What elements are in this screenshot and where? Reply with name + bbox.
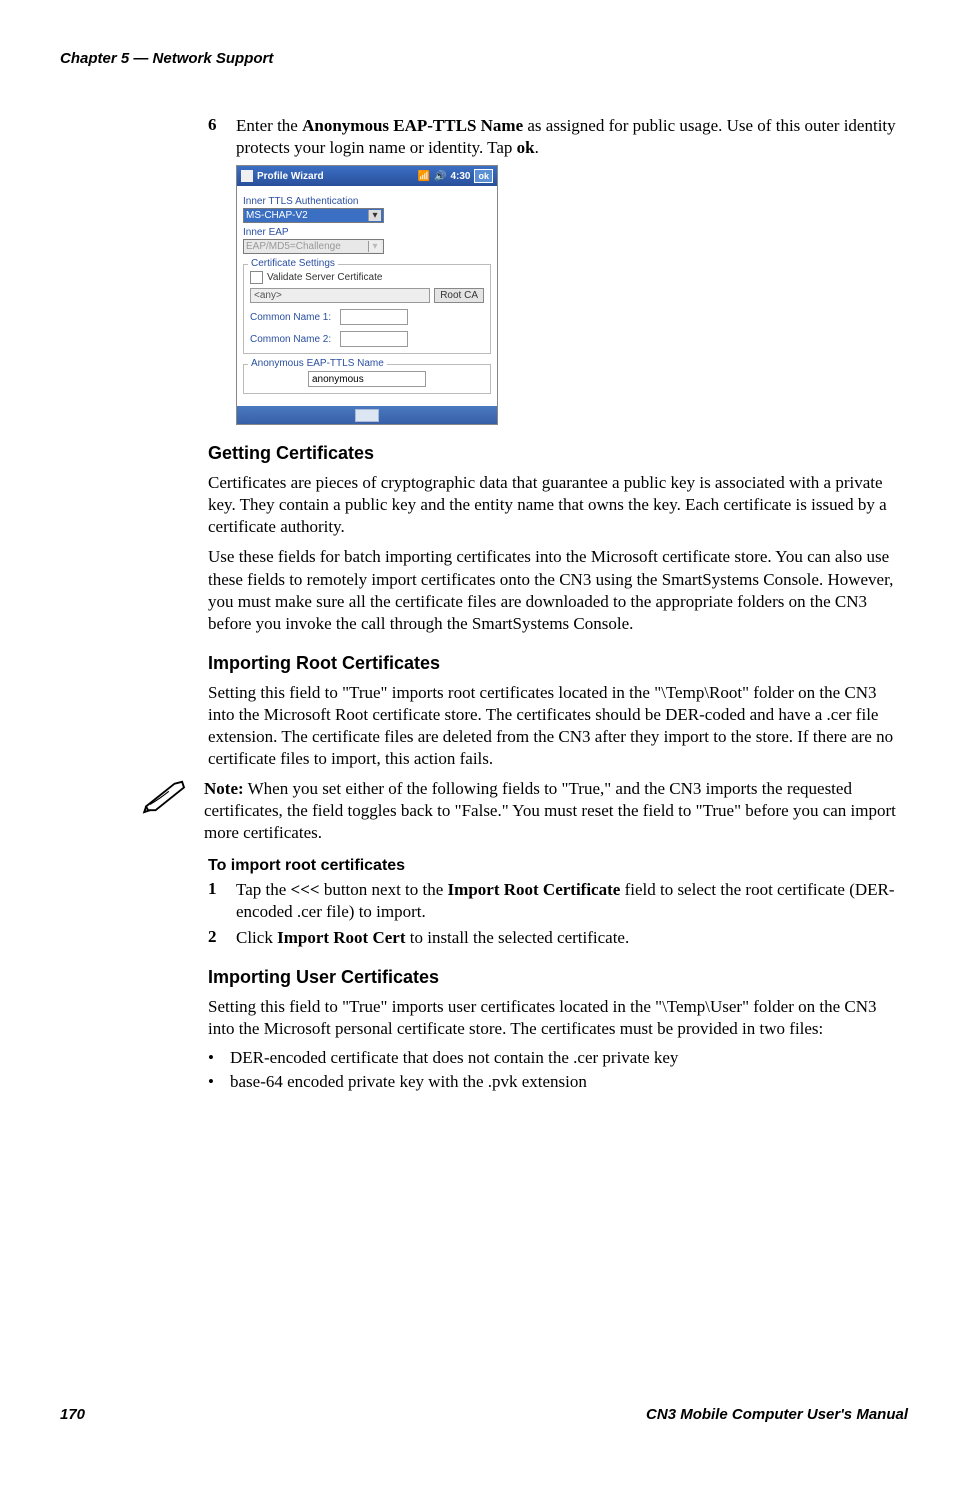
paragraph: Use these fields for batch importing cer… [208, 546, 900, 634]
inner-eap-select: EAP/MD5=Challenge ▾ [243, 239, 384, 254]
note: Note: When you set either of the followi… [142, 778, 900, 844]
bullet-dot: • [208, 1072, 222, 1092]
anon-legend: Anonymous EAP-TTLS Name [248, 358, 387, 369]
cn1-label: Common Name 1: [250, 312, 336, 323]
inner-ttls-value: MS-CHAP-V2 [246, 210, 308, 221]
clock-text: 4:30 [450, 171, 470, 182]
page-footer: 170 CN3 Mobile Computer User's Manual [60, 1406, 908, 1423]
chevron-down-icon: ▾ [368, 241, 381, 252]
step-body: Click Import Root Cert to install the se… [236, 927, 629, 949]
text: to install the selected certificate. [406, 928, 630, 947]
inner-ttls-label: Inner TTLS Authentication [243, 196, 491, 207]
root-ca-button[interactable]: Root CA [434, 288, 484, 303]
cn2-label: Common Name 2: [250, 334, 336, 345]
inner-eap-value: EAP/MD5=Challenge [246, 241, 341, 252]
text: Enter the [236, 116, 302, 135]
page-number: 170 [60, 1406, 85, 1423]
validate-checkbox[interactable] [250, 271, 263, 284]
text: . [535, 138, 539, 157]
paragraph: Certificates are pieces of cryptographic… [208, 472, 900, 538]
bullet-text: DER-encoded certificate that does not co… [230, 1048, 678, 1068]
text-bold: Import Root Certificate [448, 880, 621, 899]
text: button next to the [320, 880, 448, 899]
cert-legend: Certificate Settings [248, 258, 338, 269]
anon-input[interactable] [308, 371, 426, 387]
signal-icon: 📶 [418, 171, 430, 182]
bullet-item: • base-64 encoded private key with the .… [208, 1072, 900, 1092]
cn1-input[interactable] [340, 309, 408, 325]
step-2: 2 Click Import Root Cert to install the … [208, 927, 900, 949]
text: Click [236, 928, 277, 947]
chapter-header: Chapter 5 — Network Support [60, 50, 908, 67]
step-number: 1 [208, 879, 224, 923]
certificate-settings-fieldset: Certificate Settings Validate Server Cer… [243, 264, 491, 354]
speaker-icon: 🔊 [434, 171, 446, 182]
heading-getting-certificates: Getting Certificates [208, 443, 900, 464]
heading-importing-user: Importing User Certificates [208, 967, 900, 988]
bullet-item: • DER-encoded certificate that does not … [208, 1048, 900, 1068]
manual-title: CN3 Mobile Computer User's Manual [646, 1406, 908, 1423]
step-1: 1 Tap the <<< button next to the Import … [208, 879, 900, 923]
note-text: Note: When you set either of the followi… [204, 778, 900, 844]
paragraph: Setting this field to "True" imports roo… [208, 682, 900, 770]
text-bold: <<< [291, 880, 320, 899]
inner-eap-label: Inner EAP [243, 227, 491, 238]
windows-flag-icon [241, 170, 253, 182]
ca-any-field: <any> [250, 288, 430, 303]
ok-button[interactable]: ok [474, 169, 493, 183]
bullet-dot: • [208, 1048, 222, 1068]
text-bold: Import Root Cert [277, 928, 405, 947]
note-body: When you set either of the following fie… [204, 779, 896, 842]
window-title: Profile Wizard [257, 171, 324, 182]
step-6: 6 Enter the Anonymous EAP-TTLS Name as a… [208, 115, 900, 159]
text-bold: ok [517, 138, 535, 157]
heading-importing-root: Importing Root Certificates [208, 653, 900, 674]
heading-to-import-root: To import root certificates [208, 857, 900, 875]
inner-ttls-select[interactable]: MS-CHAP-V2 ▾ [243, 208, 384, 223]
note-icon [142, 778, 190, 814]
bullet-text: base-64 encoded private key with the .pv… [230, 1072, 587, 1092]
step-number: 2 [208, 927, 224, 949]
paragraph: Setting this field to "True" imports use… [208, 996, 900, 1040]
anonymous-fieldset: Anonymous EAP-TTLS Name [243, 364, 491, 394]
chevron-down-icon: ▾ [368, 210, 381, 221]
validate-label: Validate Server Certificate [267, 272, 382, 283]
titlebar: Profile Wizard 📶 🔊 4:30 ok [237, 166, 497, 186]
step-number: 6 [208, 115, 224, 159]
step-body: Enter the Anonymous EAP-TTLS Name as ass… [236, 115, 900, 159]
step-body: Tap the <<< button next to the Import Ro… [236, 879, 900, 923]
cn2-input[interactable] [340, 331, 408, 347]
text-bold: Anonymous EAP-TTLS Name [302, 116, 523, 135]
profile-wizard-screenshot: Profile Wizard 📶 🔊 4:30 ok Inner TTLS Au… [236, 165, 498, 425]
text: Tap the [236, 880, 291, 899]
sip-bar [237, 406, 497, 424]
note-label: Note: [204, 779, 244, 798]
keyboard-icon[interactable] [355, 409, 379, 422]
